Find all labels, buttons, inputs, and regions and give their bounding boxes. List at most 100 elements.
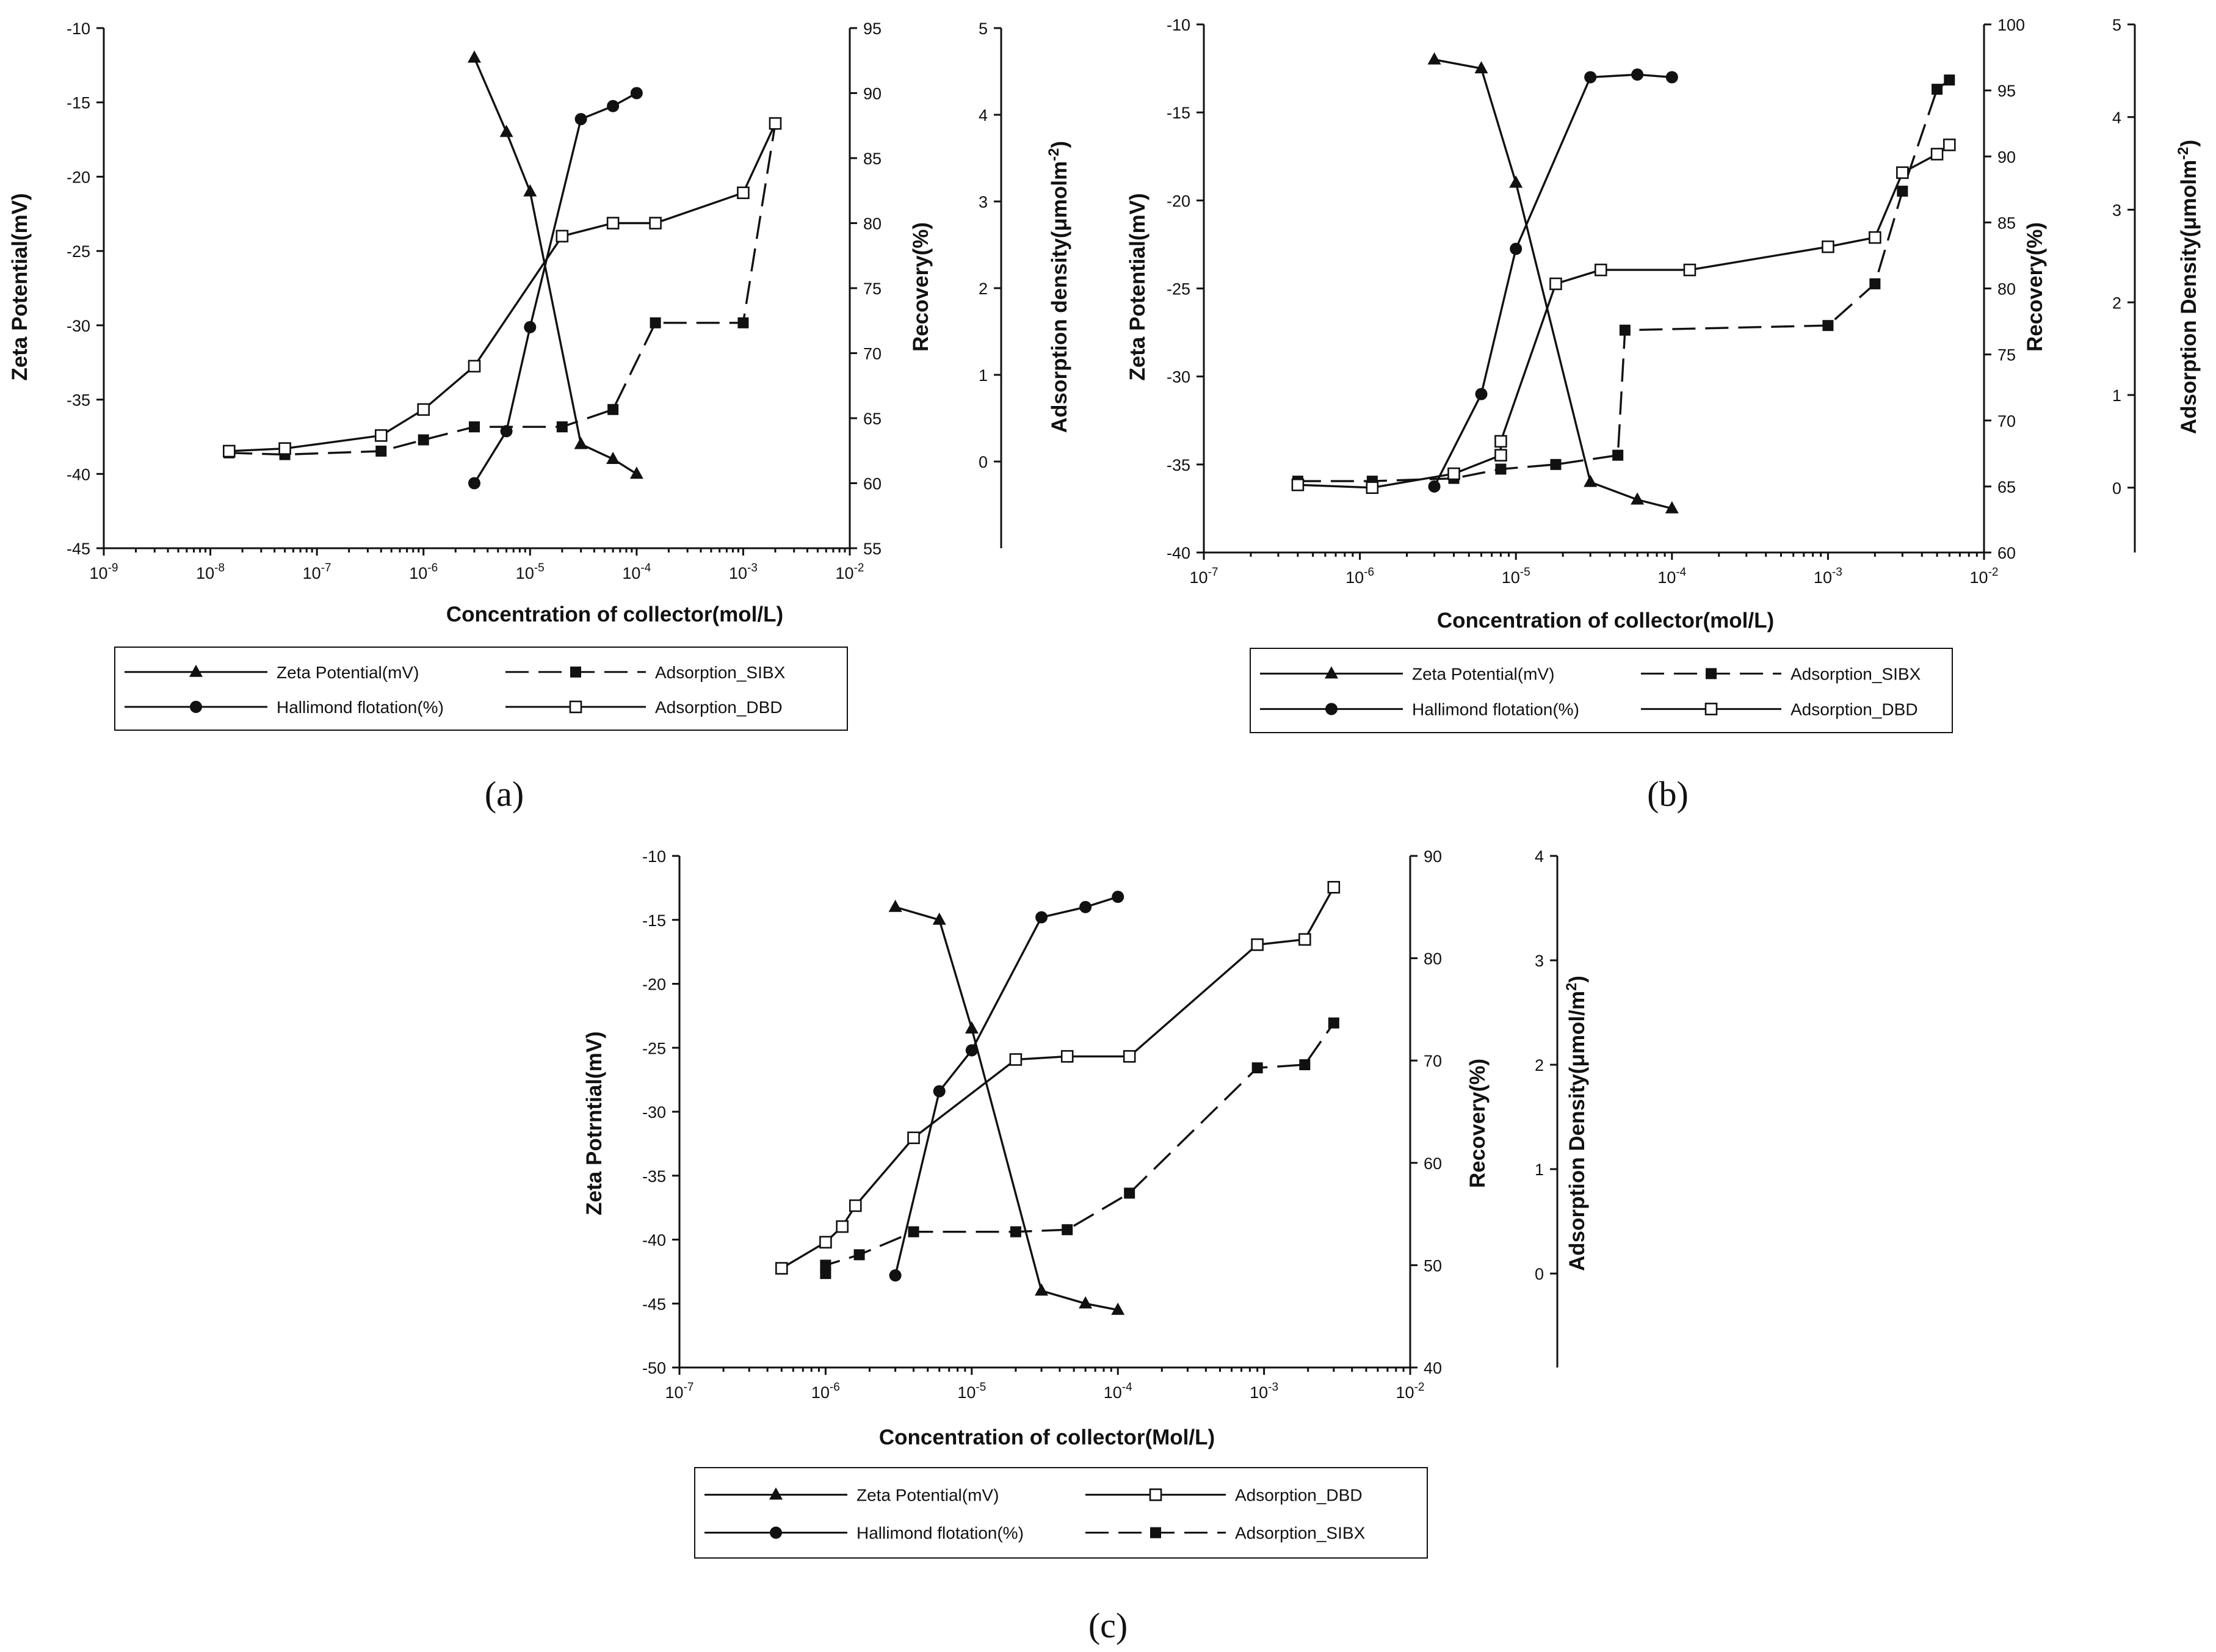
recovery-axis-tick-label: 65 [1997,478,2016,496]
left-axis-tick-label: -10 [642,847,666,866]
data-point-hallimond [1035,911,1048,924]
legend-box [694,1467,1428,1559]
left-axis-tick-label: -15 [1167,104,1190,122]
recovery-axis-tick-label: 75 [1997,346,2016,364]
data-point-dbd [1494,435,1507,448]
data-point-sibx [853,1249,865,1261]
data-point-sibx [1299,1059,1311,1071]
panel-c: -50 -45 -40 -35 -30 -25 -20 -15 -10 40 50 60 70 80 90 0… [582,847,1589,1559]
data-point-sibx [469,421,480,433]
legend-marker-dbd [1149,1488,1162,1501]
legend-label-sibx: Adsorption_SIBX [1791,664,1921,683]
adsorption-axis-tick-label: 3 [979,193,988,211]
data-point-dbd [1930,148,1944,161]
legend-marker-zeta [769,1487,783,1500]
data-point-hallimond [1665,71,1678,84]
x-axis-tick-label: 10-7 [303,562,331,582]
x-axis-label: Concentration of collector(Mol/L) [879,1426,1215,1449]
adsorption-axis-label: Adsorption density(μmolm-2) [1046,141,1071,433]
x-axis-tick-label: 10-6 [409,562,438,582]
left-axis-tick-label: -25 [642,1039,666,1057]
data-point-sibx [908,1226,919,1237]
legend-label-dbd: Adsorption_DBD [1791,700,1918,719]
left-axis-tick-label: -45 [67,540,90,558]
data-point-sibx [1251,1062,1263,1074]
data-point-dbd [907,1131,920,1145]
data-point-sibx [1932,84,1943,95]
data-point-dbd [417,403,430,416]
recovery-axis-label: Recovery(%) [1466,1059,1490,1188]
recovery-axis-label: Recovery(%) [909,222,933,352]
data-point-dbd [775,1262,788,1275]
data-point-dbd [849,1199,862,1212]
series-line-zeta [895,906,1118,1311]
data-point-dbd [606,217,620,230]
data-point-zeta [888,899,902,912]
data-point-dbd [1494,449,1507,462]
data-point-hallimond [1510,242,1523,255]
left-axis-tick-label: -15 [67,94,90,112]
x-axis-tick-label: 10-2 [1396,1381,1425,1402]
adsorption-axis-tick-label: 3 [2112,201,2121,220]
data-point-hallimond [468,477,481,490]
panel-b: -40 -35 -30 -25 -20 -15 -10 60 65 70 75 80 85 90 95 100… [1126,16,2201,733]
data-point-sibx [418,434,429,446]
adsorption-axis-tick-label: 4 [2112,109,2121,127]
legend-label-hallimond: Hallimond flotation(%) [1412,700,1579,719]
data-point-hallimond [1079,900,1092,913]
data-point-zeta [499,125,513,137]
x-axis-tick-label: 10-4 [1657,566,1686,587]
x-axis-tick-label: 10-9 [90,562,118,582]
legend-label-sibx: Adsorption_SIBX [1235,1524,1366,1543]
adsorption-axis-tick-label: 5 [2112,16,2121,34]
legend-box [114,647,848,731]
series-line-sibx [824,1022,1335,1274]
panel-label-a: (a) [485,774,524,814]
left-axis-tick-label: -35 [1167,456,1190,474]
x-axis-tick-label: 10-4 [1104,1381,1132,1402]
data-point-dbd [1549,277,1562,291]
adsorption-axis-tick-label: 5 [979,20,988,38]
data-point-dbd [649,217,662,230]
adsorption-axis-tick-label: 4 [1535,847,1544,866]
recovery-axis-tick-label: 80 [1997,280,2016,299]
data-point-dbd [836,1220,849,1233]
data-point-zeta [606,451,620,464]
data-point-hallimond [1112,891,1124,904]
left-axis-tick-label: -45 [642,1295,666,1313]
data-point-sibx [1328,1017,1339,1029]
left-axis-tick-label: -40 [1167,544,1190,562]
x-axis-tick-label: 10-7 [1190,566,1218,587]
adsorption-axis-tick-label: 2 [979,280,988,298]
data-point-dbd [1009,1053,1023,1066]
data-point-dbd [1123,1050,1136,1063]
data-point-zeta [1111,1302,1125,1315]
adsorption-axis-tick-label: 4 [979,106,988,125]
data-point-sibx [1822,320,1834,331]
data-point-hallimond [1475,388,1488,400]
data-point-zeta [1509,175,1523,188]
left-axis-tick-label: -40 [642,1231,666,1250]
left-axis-tick-label: -25 [1167,280,1190,299]
recovery-axis-tick-label: 70 [1997,412,2016,430]
x-axis-tick-label: 10-6 [1345,566,1374,587]
data-point-dbd [223,444,236,458]
data-point-sibx [1944,74,1955,86]
legend-label-zeta: Zeta Potential(mV) [277,663,419,682]
data-point-hallimond [607,100,620,112]
data-point-zeta [1474,61,1488,74]
data-point-zeta [1079,1296,1093,1309]
data-point-sibx [607,404,619,415]
data-point-dbd [556,230,569,243]
data-point-zeta [1631,492,1645,505]
adsorption-axis-tick-label: 0 [1535,1265,1544,1283]
recovery-axis-tick-label: 85 [1997,214,2016,232]
data-point-sibx [650,317,661,328]
legend-marker-sibx [1150,1527,1161,1538]
left-axis-tick-label: -15 [642,911,666,930]
legend-marker-hallimond [770,1526,782,1539]
adsorption-axis-label: Adsorption Density(μmol/m2) [1563,976,1589,1271]
legend-label-zeta: Zeta Potential(mV) [856,1485,999,1504]
data-point-dbd [1822,240,1834,253]
x-axis-tick-label: 10-2 [836,562,864,582]
